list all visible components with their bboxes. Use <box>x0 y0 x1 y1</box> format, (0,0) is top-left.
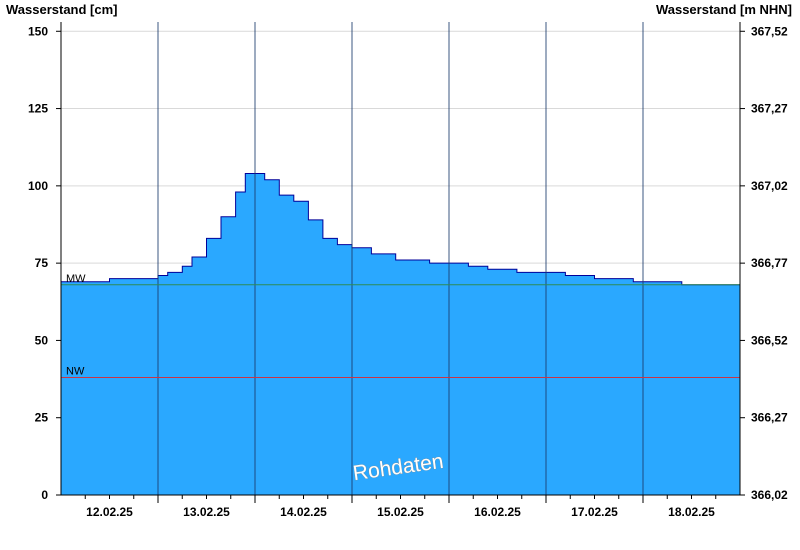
reference-label-mw: MW <box>66 273 86 285</box>
reference-lines: MW NW <box>61 273 740 379</box>
left-tick-label: 50 <box>35 333 49 347</box>
left-tick-label: 75 <box>35 256 49 270</box>
tick-labels: 0 25 50 75 100 125 150 366,02 366,27 366,52 366,77… <box>28 24 788 519</box>
left-tick-label: 25 <box>35 411 49 425</box>
x-day-label: 15.02.25 <box>377 505 424 519</box>
x-day-label: 17.02.25 <box>571 505 618 519</box>
axes <box>56 22 745 503</box>
water-level-area <box>61 173 741 495</box>
day-boundary-lines <box>157 22 644 495</box>
water-level-fill <box>61 173 740 495</box>
water-level-line <box>61 173 741 288</box>
x-day-label: 16.02.25 <box>474 505 521 519</box>
left-tick-label: 100 <box>28 179 48 193</box>
reference-label-nw: NW <box>66 366 85 378</box>
x-day-label: 14.02.25 <box>280 505 327 519</box>
left-tick-label: 125 <box>28 102 48 116</box>
left-axis-title: Wasserstand [cm] <box>6 2 118 17</box>
right-tick-label: 366,77 <box>751 256 788 270</box>
right-tick-label: 366,52 <box>751 333 788 347</box>
right-tick-label: 366,02 <box>751 488 788 502</box>
x-day-label: 18.02.25 <box>668 505 715 519</box>
left-tick-label: 0 <box>41 488 48 502</box>
right-tick-label: 367,02 <box>751 179 788 193</box>
right-tick-label: 366,27 <box>751 411 788 425</box>
right-tick-label: 367,27 <box>751 102 788 116</box>
right-axis-title: Wasserstand [m NHN] <box>656 2 792 17</box>
x-day-label: 12.02.25 <box>86 505 133 519</box>
right-tick-label: 367,52 <box>751 24 788 38</box>
x-day-label: 13.02.25 <box>183 505 230 519</box>
left-tick-label: 150 <box>28 24 48 38</box>
